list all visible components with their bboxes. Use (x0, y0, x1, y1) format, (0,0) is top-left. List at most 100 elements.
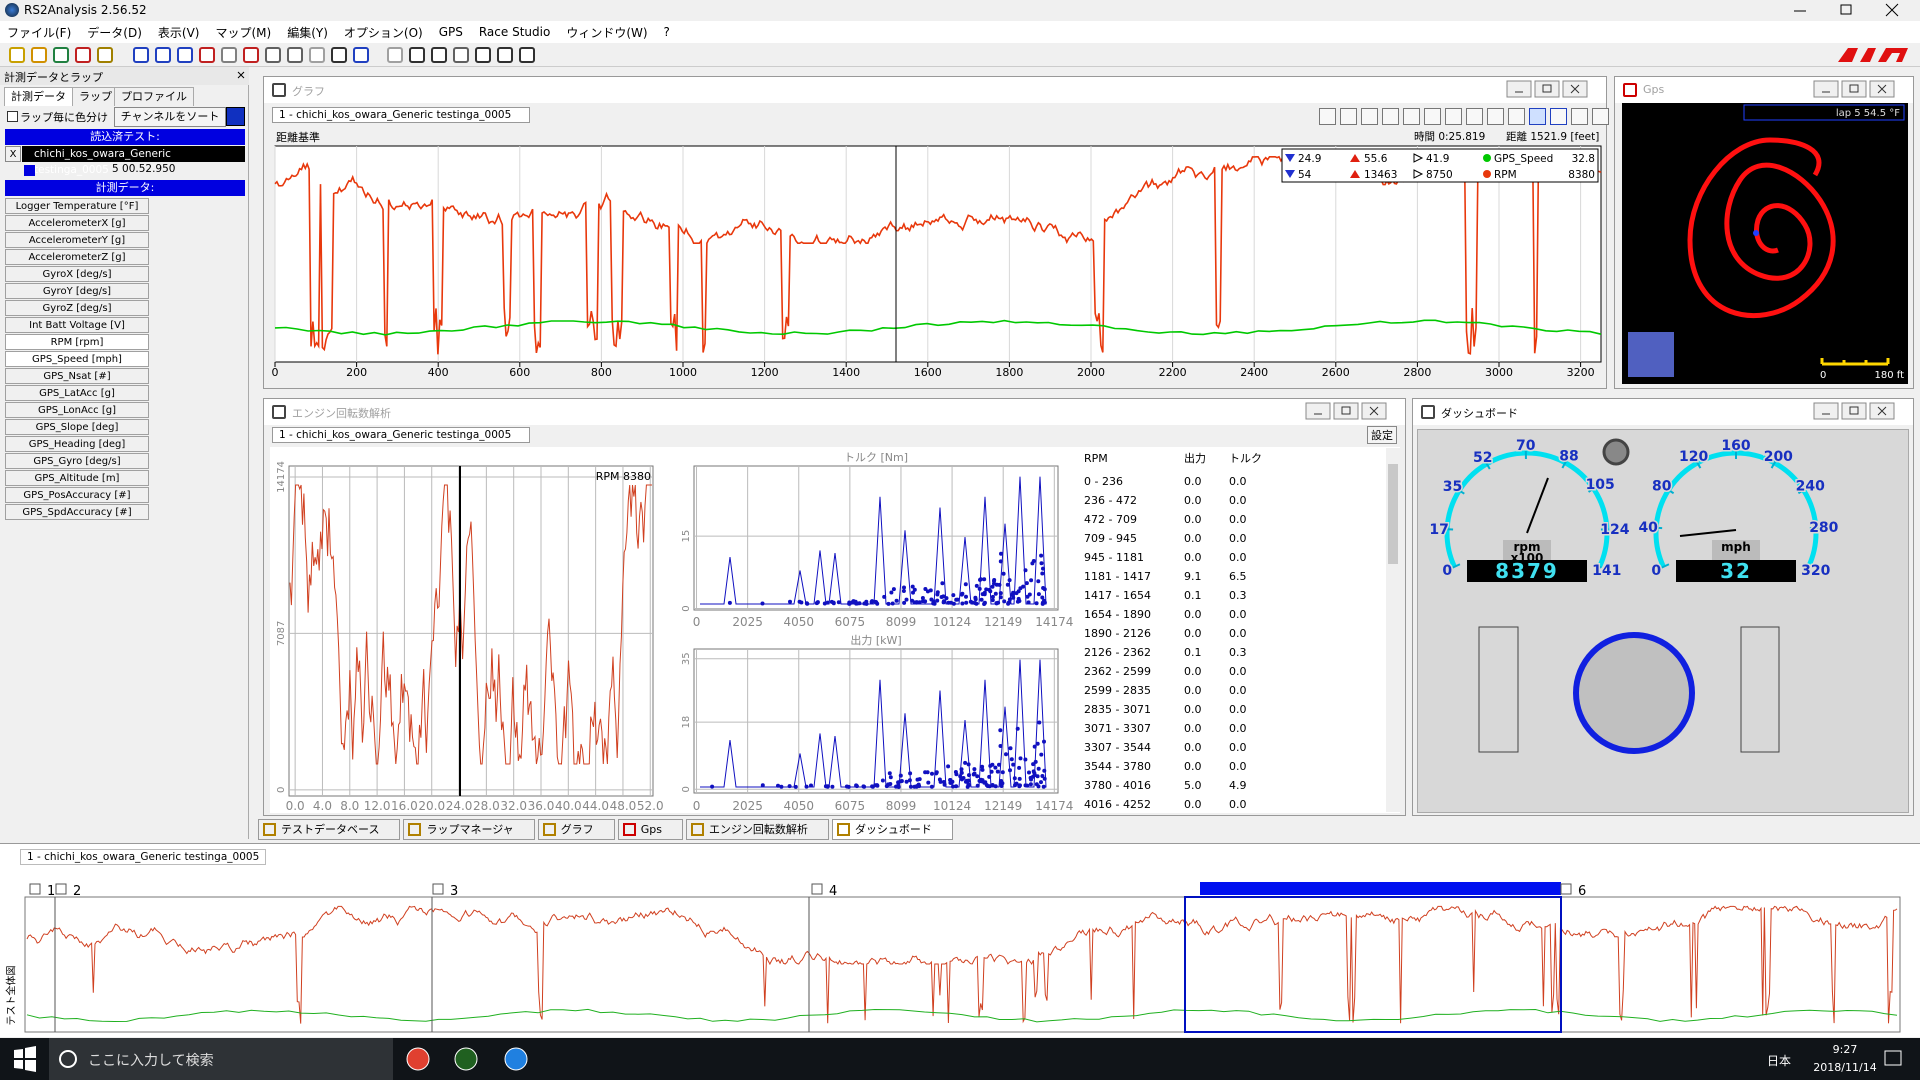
channel-item[interactable]: AccelerometerZ [g] (5, 249, 149, 265)
sort-button[interactable]: チャンネルをソート (114, 107, 226, 127)
menu-item[interactable]: 表示(V) (157, 25, 200, 40)
window-title: グラフ (292, 85, 325, 98)
channel-item[interactable]: GPS_LonAcc [g] (5, 402, 149, 418)
toolbar-button[interactable] (409, 47, 425, 63)
graph-tool[interactable] (1361, 108, 1378, 125)
settings-button[interactable]: 設定 (1367, 426, 1397, 444)
toolbar-button[interactable] (53, 47, 69, 63)
graph-tool[interactable] (1403, 108, 1420, 125)
overview-tab[interactable]: 1 - chichi_kos_owara_Generic testinga_00… (20, 849, 267, 865)
channel-item[interactable]: GPS_Altitude [m] (5, 470, 149, 486)
channel-item[interactable]: GPS_Gyro [deg/s] (5, 453, 149, 469)
menu-item[interactable]: オプション(O) (343, 25, 423, 40)
toolbar-button[interactable] (519, 47, 535, 63)
tab-icon (622, 823, 636, 836)
tab-icon (263, 823, 276, 836)
channel-item[interactable]: GyroZ [deg/s] (5, 300, 149, 316)
toolbar-button[interactable] (475, 47, 491, 63)
toolbar-button[interactable] (287, 47, 303, 63)
toolbar-button[interactable] (97, 47, 113, 63)
channel-item[interactable]: AccelerometerX [g] (5, 215, 149, 231)
toolbar-button[interactable] (497, 47, 513, 63)
graph-tool[interactable] (1424, 108, 1441, 125)
menu-item[interactable]: ? (663, 25, 670, 39)
channel-item[interactable]: GPS_PosAccuracy [#] (5, 487, 149, 503)
overview-panel (0, 843, 1920, 1037)
toolbar-button[interactable] (155, 47, 171, 63)
graph-tool[interactable] (1571, 108, 1588, 125)
toolbar-button[interactable] (243, 47, 259, 63)
channel-item[interactable]: GPS_LatAcc [g] (5, 385, 149, 401)
toolbar-button[interactable] (199, 47, 215, 63)
loaded-header: 読込済テスト: (5, 129, 245, 145)
menu-item[interactable]: 編集(Y) (287, 25, 328, 40)
toolbar-button[interactable] (453, 47, 469, 63)
toolbar-button[interactable] (353, 47, 369, 63)
window-tab[interactable]: ラップマネージャ (403, 819, 535, 840)
window-tab[interactable]: テストデータベース (258, 819, 401, 840)
toolbar-button[interactable] (177, 47, 193, 63)
graph-tool[interactable] (1550, 108, 1567, 125)
toolbar-button[interactable] (387, 47, 403, 63)
graph-tool[interactable] (1466, 108, 1483, 125)
checkbox[interactable] (7, 111, 18, 122)
channel-item[interactable]: AccelerometerY [g] (5, 232, 149, 248)
channel-item[interactable]: GPS_Slope [deg] (5, 419, 149, 435)
toolbar (0, 43, 1920, 67)
search-text: ここに入力して検索 (88, 1053, 214, 1069)
menu-item[interactable]: ファイル(F) (7, 25, 72, 40)
test-close[interactable]: X (5, 146, 21, 162)
panel-tab[interactable]: 計測データ (4, 87, 73, 106)
window-tab[interactable]: エンジン回転数解析 (685, 819, 829, 840)
channel-item[interactable]: GPS_Heading [deg] (5, 436, 149, 452)
window-tab[interactable]: グラフ (537, 819, 615, 840)
window-titlebar (264, 77, 1606, 103)
graph-tool[interactable] (1508, 108, 1525, 125)
panel-tab[interactable]: ラップ (72, 87, 119, 106)
toolbar-button[interactable] (309, 47, 325, 63)
window-icon (272, 405, 286, 419)
channel-item[interactable]: Logger Temperature [°F] (5, 198, 149, 214)
graph-tool[interactable] (1445, 108, 1462, 125)
window-title: ダッシュボード (1441, 407, 1518, 420)
doc-tab[interactable]: 1 - chichi_kos_owara_Generic testinga_00… (272, 107, 531, 123)
toolbar-button[interactable] (331, 47, 347, 63)
menu-item[interactable]: データ(D) (87, 25, 142, 40)
channel-item[interactable]: GyroX [deg/s] (5, 266, 149, 282)
search-box[interactable] (49, 1038, 393, 1080)
doc-tab[interactable]: 1 - chichi_kos_owara_Generic testinga_00… (272, 427, 531, 443)
channel-item[interactable]: Int Batt Voltage [V] (5, 317, 149, 333)
checkbox-label: ラップ毎に色分け (20, 111, 108, 124)
channel-item[interactable]: RPM [rpm] (5, 334, 149, 350)
menu-item[interactable]: GPS (438, 25, 463, 39)
channel-item[interactable]: GPS_SpdAccuracy [#] (5, 504, 149, 520)
graph-tool[interactable] (1340, 108, 1357, 125)
toolbar-button[interactable] (221, 47, 237, 63)
panel-tab[interactable]: プロファイル (114, 87, 194, 106)
window-icon (1421, 405, 1435, 419)
toolbar-button[interactable] (9, 47, 25, 63)
window-tab[interactable]: ダッシュボード (831, 819, 953, 840)
graph-tool[interactable] (1592, 108, 1609, 125)
test-name[interactable]: chichi_kos_owara_Generic testinga_0005 (22, 146, 245, 176)
toolbar-button[interactable] (431, 47, 447, 63)
toolbar-button[interactable] (75, 47, 91, 63)
graph-tool[interactable] (1319, 108, 1336, 125)
channel-item[interactable]: GPS_Speed [mph] (5, 351, 149, 367)
cursor-time: 時間 0:25.819 (1414, 131, 1486, 143)
menu-item[interactable]: マップ(M) (215, 25, 272, 40)
window-tab[interactable]: Gps (617, 819, 683, 840)
menu-item[interactable]: Race Studio (478, 25, 551, 39)
channel-item[interactable]: GPS_Nsat [#] (5, 368, 149, 384)
menu-item[interactable]: ウィンドウ(W) (566, 25, 648, 40)
toolbar-button[interactable] (133, 47, 149, 63)
toolbar-button[interactable] (31, 47, 47, 63)
toolbar-button[interactable] (265, 47, 281, 63)
graph-tool[interactable] (1382, 108, 1399, 125)
settings-button[interactable] (226, 107, 245, 126)
channel-item[interactable]: GyroY [deg/s] (5, 283, 149, 299)
graph-tool[interactable] (1487, 108, 1504, 125)
graph-tool[interactable] (1529, 108, 1546, 125)
lap-color (24, 165, 35, 176)
